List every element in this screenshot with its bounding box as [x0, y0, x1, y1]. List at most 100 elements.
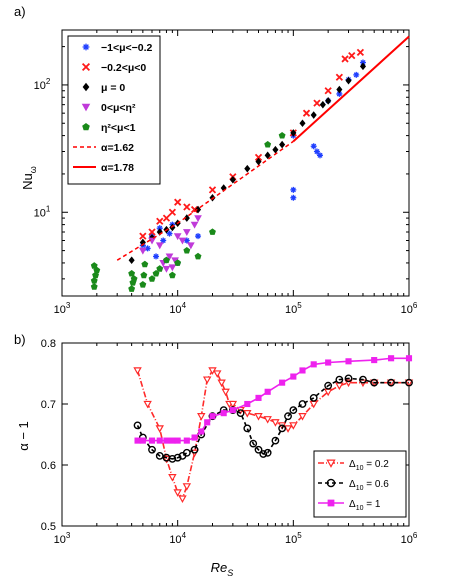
panel-b-point-square	[198, 428, 205, 435]
panel-a-point-triangle-down	[186, 242, 195, 250]
panel-b-point-triangle-down	[221, 388, 230, 397]
panel-b-legend-label: Δ10 = 0.6	[349, 479, 389, 492]
panel-b-point-triangle-down	[289, 422, 298, 430]
panel-a-point-diamond	[290, 129, 297, 137]
panel-b-point-square	[279, 379, 286, 386]
panel-a-xtick-label-base: 10	[54, 304, 66, 316]
panel-a-point-x	[174, 198, 182, 206]
panel-a-point-asterisk	[160, 237, 167, 244]
panel-a-point-x	[341, 55, 349, 63]
panel-b-point-circle	[249, 439, 258, 448]
panel-a-point-pentagon	[90, 277, 98, 284]
panel-b-point-circle	[148, 445, 156, 454]
panel-a-legend-swatch	[82, 82, 90, 92]
panel-b-ytick-label: 0.8	[41, 338, 56, 350]
panel-a-point-asterisk	[310, 143, 317, 150]
panel-a-point-pentagon	[209, 228, 216, 235]
panel-b-xtick-label-base: 10	[401, 534, 413, 546]
panel-a-legend-label: μ = 0	[101, 82, 125, 94]
panel-a-point-pentagon	[194, 252, 202, 260]
panel-b-label: b)	[14, 332, 26, 347]
panel-a-point-triangle-down	[162, 265, 171, 273]
panel-a-point-asterisk	[290, 194, 297, 201]
panel-b-point-circle	[190, 445, 199, 454]
panel-a-legend-label: −1<μ<−0.2	[101, 42, 153, 54]
panel-b-point-circle	[289, 406, 298, 414]
panel-b-ylabel: α − 1	[16, 421, 31, 451]
panel-a-legend: −1<μ<−0.2 −0.2<μ<0 μ = 0 0<μ<η² η²<μ<1 α=1.62…	[67, 35, 161, 185]
panel-b-point-triangle-down	[283, 425, 293, 433]
panel-a-xtick-label: 104	[169, 301, 186, 316]
panel-a-legend-label: 0<μ<η²	[101, 102, 136, 114]
panel-a-legend-swatch	[82, 122, 90, 131]
panel-a-point-x	[190, 205, 199, 214]
panel-b-point-triangle-down	[143, 400, 152, 409]
panel-b-point-square	[255, 394, 262, 401]
panel-b-point-circle	[243, 424, 252, 433]
panel-a-point-x	[208, 186, 217, 194]
panel-a-xtick-label-exp: 6	[413, 301, 418, 310]
panel-a-point-x	[168, 208, 177, 216]
panel-b-xtick-label: 103	[54, 531, 71, 546]
panel-a-point-triangle-down	[138, 247, 147, 255]
panel-a-point-triangle-down	[165, 253, 174, 261]
panel-b-xtick-label-base: 10	[54, 534, 66, 546]
panel-a-point-triangle-down	[148, 237, 156, 245]
panel-b-point-circle	[344, 374, 353, 383]
panel-b-point-square	[264, 388, 271, 395]
panel-b-point-square	[325, 359, 332, 366]
panel-b-point-triangle-down	[228, 400, 238, 409]
panel-a-ylabel-sub: ω	[28, 166, 38, 173]
panel-b-ytick-label: 0.6	[41, 460, 56, 472]
panel-b-legend-label: Δ10 = 0.2	[349, 459, 389, 472]
panel-a-point-x	[324, 87, 332, 95]
panel-a-point-pentagon	[183, 246, 191, 254]
panel-a-point-x	[148, 228, 156, 236]
panel-b-point-circle	[284, 412, 292, 421]
panel-a-legend-swatch	[82, 43, 90, 51]
panel-a-point-pentagon	[90, 283, 98, 290]
panel-a-point-diamond	[336, 85, 343, 94]
panel-b-xtick-label-base: 10	[285, 534, 297, 546]
panel-b-point-circle	[259, 450, 268, 458]
panel-b-point-square	[310, 361, 317, 368]
panel-b-point-square	[290, 373, 297, 380]
panel-b-point-triangle-down	[263, 416, 272, 424]
legend-label-value: = 0.6	[363, 479, 389, 490]
legend-label-sub: 10	[356, 505, 364, 512]
panel-a-point-triangle-down	[182, 229, 191, 237]
panel-b-point-square	[209, 413, 216, 420]
panel-b-point-square	[183, 437, 190, 444]
panel-a-point-diamond	[255, 157, 262, 166]
panel-a-point-diamond	[194, 205, 202, 214]
panel-b-point-circle	[182, 448, 191, 457]
panel-a-point-diamond	[128, 256, 135, 265]
panel-b-xlabel-main: Re	[211, 560, 228, 575]
panel-a-point-pentagon	[141, 260, 149, 268]
panel-b-point-circle	[370, 378, 379, 387]
panel-b-point-square	[134, 437, 141, 444]
panel-a-point-asterisk	[156, 225, 163, 232]
panel-a-legend-label: −0.2<μ<0	[101, 62, 146, 74]
panel-a-xtick-label: 103	[54, 301, 71, 316]
panel-a-label: a)	[14, 4, 26, 19]
panel-a-point-diamond	[244, 164, 251, 173]
legend-label-value: = 0.2	[363, 459, 389, 470]
panel-b-point-square	[405, 355, 413, 362]
panel-b-xlabel-sub: S	[227, 568, 233, 577]
panel-b-legend-swatch-marker	[327, 499, 335, 507]
panel-a-xtick-label-exp: 5	[297, 301, 302, 310]
panel-a-xtick-label-base: 10	[169, 304, 181, 316]
panel-b-xtick-label: 104	[169, 531, 186, 546]
panel-a-xtick-label-base: 10	[401, 304, 413, 316]
panel-a-point-asterisk	[359, 59, 366, 66]
panel-b-point-circle	[133, 421, 142, 430]
panel-a-point-diamond	[345, 76, 352, 85]
panel-b-point-triangle-down	[168, 474, 177, 482]
panel-a-point-x	[254, 153, 263, 161]
panel-a-point-diamond	[229, 175, 236, 184]
panel-a-point-triangle-down	[173, 233, 182, 241]
